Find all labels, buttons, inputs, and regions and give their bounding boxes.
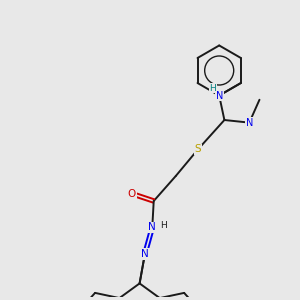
Text: N: N — [215, 91, 223, 100]
Text: H: H — [160, 220, 167, 230]
Text: O: O — [128, 189, 136, 199]
Text: N: N — [148, 223, 156, 232]
Text: N: N — [141, 249, 149, 259]
Text: N: N — [246, 118, 253, 128]
Text: H: H — [209, 84, 216, 93]
Text: S: S — [195, 145, 201, 154]
